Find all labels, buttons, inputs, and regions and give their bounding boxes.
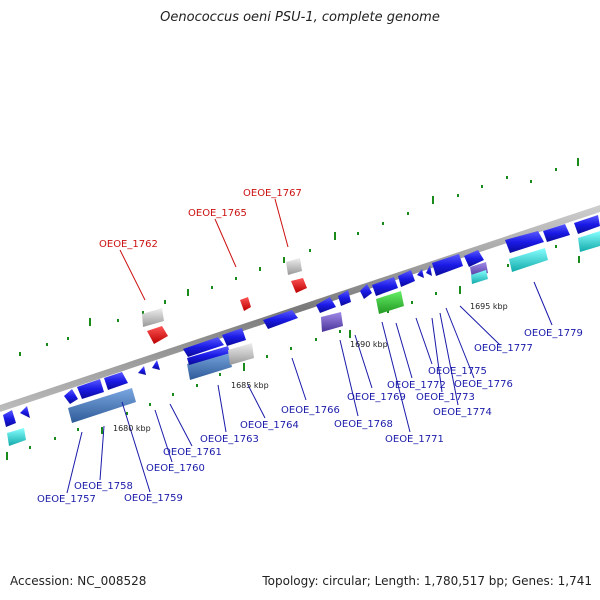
leader-lines <box>66 198 553 494</box>
gene-label-1776[interactable]: OEOE_1776 <box>454 379 513 390</box>
gene-label-1763[interactable]: OEOE_1763 <box>200 434 259 445</box>
gene-arrow[interactable] <box>316 297 336 313</box>
gene-label-1774[interactable]: OEOE_1774 <box>433 407 492 418</box>
kbp-axis-labels: 1680 kbp 1685 kbp 1690 kbp 1695 kbp <box>113 302 508 433</box>
genome-backbone <box>0 205 600 412</box>
reverse-strand-genes <box>7 231 600 446</box>
gene-label-1766[interactable]: OEOE_1766 <box>281 405 340 416</box>
gene-box[interactable] <box>68 388 136 423</box>
accession-text: Accession: NC_008528 <box>10 574 147 588</box>
gene-box[interactable] <box>578 231 600 252</box>
gene-box[interactable] <box>321 312 343 332</box>
gene-arrow[interactable] <box>372 277 398 296</box>
gene-arrow[interactable] <box>64 389 78 404</box>
gene-label-1762[interactable]: OEOE_1762 <box>99 239 158 250</box>
gene-arrow[interactable] <box>104 372 128 390</box>
gene-arrow[interactable] <box>338 290 351 306</box>
gene-arrow[interactable] <box>222 328 246 346</box>
gray-gene-box[interactable] <box>142 308 164 327</box>
gene-label-1767[interactable]: OEOE_1767 <box>243 188 302 199</box>
gene-arrow[interactable] <box>77 379 104 399</box>
gray-gene-box[interactable] <box>286 258 302 275</box>
gene-label-1760[interactable]: OEOE_1760 <box>146 463 205 474</box>
gene-label-1771[interactable]: OEOE_1771 <box>385 434 444 445</box>
gene-arrow[interactable] <box>360 284 372 299</box>
kbp-label: 1685 kbp <box>231 381 269 390</box>
red-gene-box[interactable] <box>291 278 307 293</box>
red-gene-box[interactable] <box>240 297 251 311</box>
kbp-label: 1680 kbp <box>113 424 151 433</box>
gene-arrow[interactable] <box>3 410 16 427</box>
gene-label-1764[interactable]: OEOE_1764 <box>240 420 299 431</box>
gene-arrow[interactable] <box>505 231 544 253</box>
gene-box[interactable] <box>376 291 404 314</box>
forward-strand-genes <box>3 215 600 427</box>
kbp-label: 1690 kbp <box>350 340 388 349</box>
gene-label-1761[interactable]: OEOE_1761 <box>163 447 222 458</box>
gene-label-1768[interactable]: OEOE_1768 <box>334 419 393 430</box>
gene-arrow[interactable] <box>417 269 424 278</box>
gene-arrow[interactable] <box>426 265 432 276</box>
gene-label-1773[interactable]: OEOE_1773 <box>416 392 475 403</box>
gene-arrow[interactable] <box>263 310 298 329</box>
gene-label-1769[interactable]: OEOE_1769 <box>347 392 406 403</box>
red-gene-box[interactable] <box>147 326 168 344</box>
gene-arrow[interactable] <box>183 337 224 357</box>
gene-arrow[interactable] <box>398 270 415 287</box>
gene-label-1758[interactable]: OEOE_1758 <box>74 481 133 492</box>
gene-box[interactable] <box>228 343 254 365</box>
gene-box[interactable] <box>7 428 26 446</box>
gene-arrow[interactable] <box>152 360 160 370</box>
gene-box[interactable] <box>187 346 230 365</box>
gene-label-1772[interactable]: OEOE_1772 <box>387 380 446 391</box>
gene-arrow[interactable] <box>574 215 600 234</box>
gene-labels: OEOE_1757 OEOE_1758 OEOE_1759 OEOE_1760 … <box>37 188 583 505</box>
gene-arrow[interactable] <box>543 224 570 242</box>
red-gene-boxes <box>142 258 307 344</box>
gene-arrow[interactable] <box>138 366 146 375</box>
gene-label-1779[interactable]: OEOE_1779 <box>524 328 583 339</box>
kbp-label: 1695 kbp <box>470 302 508 311</box>
tick-marks <box>6 158 580 460</box>
genome-title: Oenococcus oeni PSU-1, complete genome <box>160 10 440 25</box>
gene-label-1777[interactable]: OEOE_1777 <box>474 343 533 354</box>
gene-box[interactable] <box>187 351 232 380</box>
gene-arrow[interactable] <box>464 250 484 267</box>
gene-label-1775[interactable]: OEOE_1775 <box>428 366 487 377</box>
gene-arrow[interactable] <box>432 254 463 276</box>
genome-stats-text: Topology: circular; Length: 1,780,517 bp… <box>262 574 592 588</box>
gene-label-1759[interactable]: OEOE_1759 <box>124 493 183 504</box>
gene-label-1757[interactable]: OEOE_1757 <box>37 494 96 505</box>
gene-box[interactable] <box>509 248 548 272</box>
gene-arrow[interactable] <box>20 406 30 418</box>
gene-box[interactable] <box>471 270 488 284</box>
gene-label-1765[interactable]: OEOE_1765 <box>188 208 247 219</box>
